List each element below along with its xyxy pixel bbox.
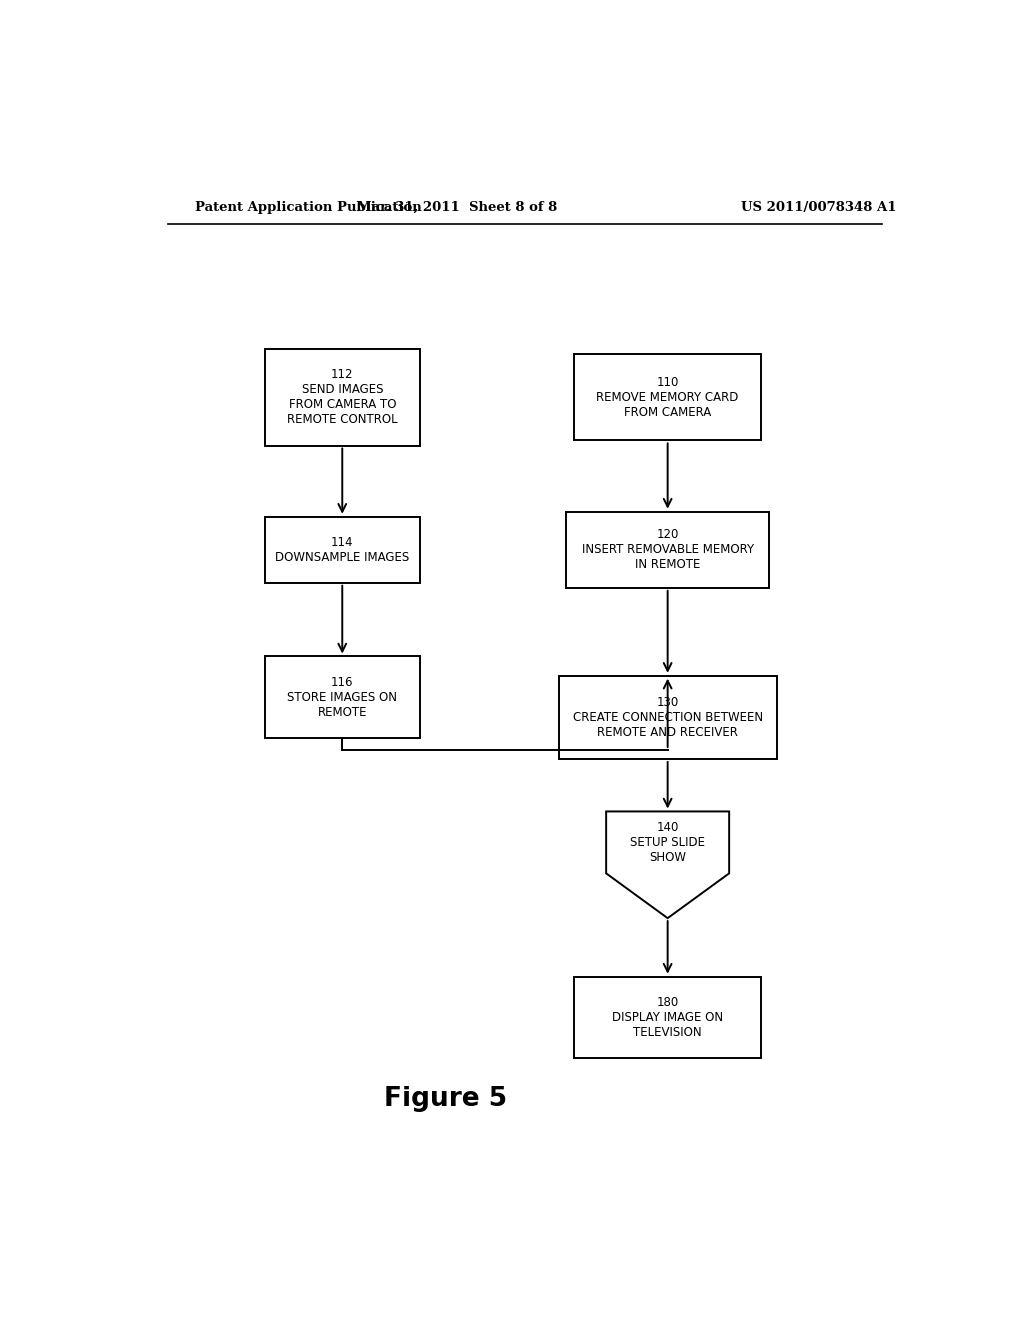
Bar: [574, 977, 761, 1057]
Bar: [574, 354, 761, 441]
Polygon shape: [606, 812, 729, 919]
Bar: [566, 512, 769, 587]
Text: 116
STORE IMAGES ON
REMOTE: 116 STORE IMAGES ON REMOTE: [288, 676, 397, 718]
Text: 110
REMOVE MEMORY CARD
FROM CAMERA: 110 REMOVE MEMORY CARD FROM CAMERA: [596, 376, 739, 418]
Text: 140
SETUP SLIDE
SHOW: 140 SETUP SLIDE SHOW: [630, 821, 706, 863]
Text: 120
INSERT REMOVABLE MEMORY
IN REMOTE: 120 INSERT REMOVABLE MEMORY IN REMOTE: [582, 528, 754, 572]
Text: Figure 5: Figure 5: [384, 1085, 507, 1111]
Text: Patent Application Publication: Patent Application Publication: [196, 201, 422, 214]
Bar: [265, 656, 420, 738]
Bar: [265, 348, 420, 446]
Text: 180
DISPLAY IMAGE ON
TELEVISION: 180 DISPLAY IMAGE ON TELEVISION: [612, 995, 723, 1039]
Text: Mar. 31, 2011  Sheet 8 of 8: Mar. 31, 2011 Sheet 8 of 8: [357, 201, 557, 214]
Bar: [558, 676, 777, 759]
Text: 114
DOWNSAMPLE IMAGES: 114 DOWNSAMPLE IMAGES: [275, 536, 410, 564]
Bar: [265, 516, 420, 582]
Text: US 2011/0078348 A1: US 2011/0078348 A1: [740, 201, 896, 214]
Text: 130
CREATE CONNECTION BETWEEN
REMOTE AND RECEIVER: 130 CREATE CONNECTION BETWEEN REMOTE AND…: [572, 696, 763, 739]
Text: 112
SEND IMAGES
FROM CAMERA TO
REMOTE CONTROL: 112 SEND IMAGES FROM CAMERA TO REMOTE CO…: [287, 368, 397, 426]
